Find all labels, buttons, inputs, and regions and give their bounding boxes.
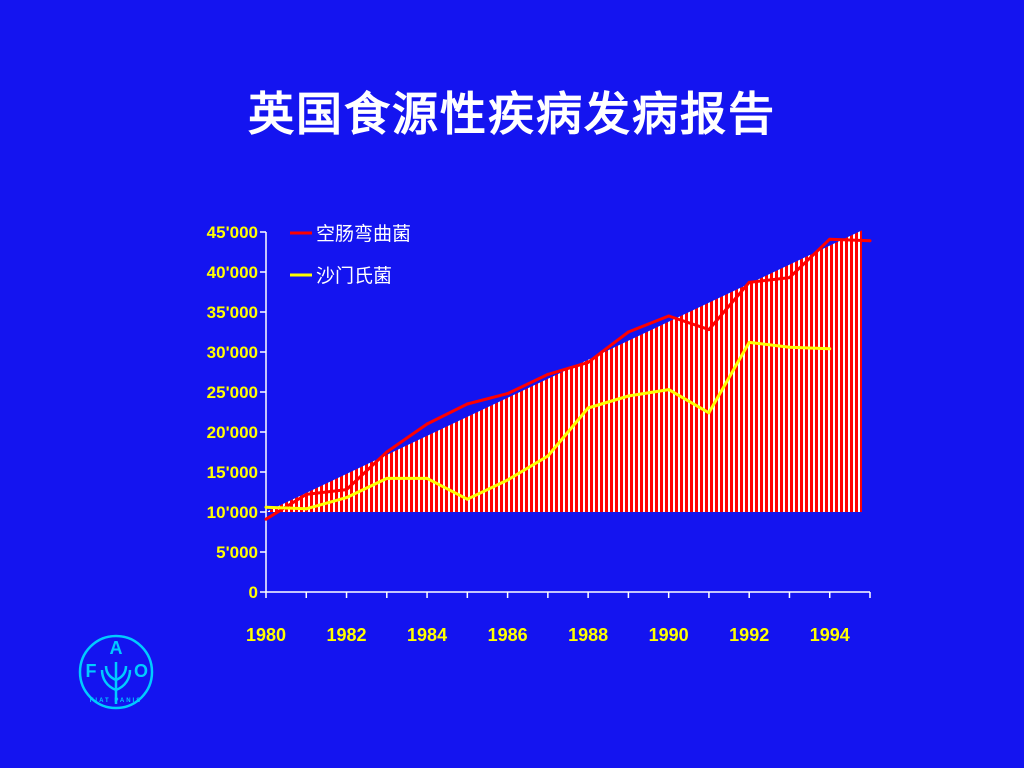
series-1-point	[626, 330, 630, 334]
series-1-point	[868, 239, 872, 243]
series-2-point	[546, 454, 550, 458]
logo-letter: O	[134, 661, 148, 681]
axes: 0 5'000 10'000 15'000 20'000 25'000 30'000 35'0…	[207, 223, 871, 645]
series-2-point	[787, 345, 791, 349]
series-1-point	[787, 276, 791, 280]
series-2-point	[667, 388, 671, 392]
x-tick-label: 1994	[810, 625, 850, 645]
y-tick-label: 5'000	[216, 543, 258, 562]
y-tick-label: 0	[249, 583, 258, 602]
series-1-point	[546, 372, 550, 376]
y-tick-label: 25'000	[207, 383, 258, 402]
series-1-point	[506, 392, 510, 396]
logo-letter: A	[110, 638, 123, 658]
series-2-point	[304, 507, 308, 511]
x-tick-label: 1984	[407, 625, 447, 645]
x-tick-label: 1990	[649, 625, 689, 645]
series-1-point	[465, 402, 469, 406]
series-1-point	[828, 237, 832, 241]
y-tick-label: 40'000	[207, 263, 258, 282]
series-2-point	[264, 505, 268, 509]
x-tick-label: 1988	[568, 625, 608, 645]
series-1-point	[304, 492, 308, 496]
legend-label: 沙门氏菌	[316, 265, 392, 287]
y-tick-label: 45'000	[207, 223, 258, 242]
logo-letter: F	[86, 661, 97, 681]
series-2-point	[465, 497, 469, 501]
series-2-point	[345, 496, 349, 500]
legend-label: 空肠弯曲菌	[316, 223, 411, 245]
trend-area	[266, 230, 862, 512]
logo-motto: FIAT PANIS	[90, 698, 142, 704]
series-2-point	[828, 347, 832, 351]
series-layer	[264, 237, 872, 521]
series-2-point	[425, 476, 429, 480]
x-tick-label: 1992	[729, 625, 769, 645]
series-1-point	[586, 360, 590, 364]
y-tick-label: 35'000	[207, 303, 258, 322]
fao-logo-icon: F A O FIAT PANIS	[78, 634, 154, 710]
series-1-point	[707, 328, 711, 332]
series-2-point	[626, 394, 630, 398]
series-2-point	[747, 340, 751, 344]
series-2-point	[385, 476, 389, 480]
series-line-1	[265, 237, 871, 521]
x-tick-label: 1980	[246, 625, 286, 645]
series-2-point	[707, 411, 711, 415]
trend-area-layer	[266, 230, 862, 512]
series-1-point	[747, 280, 751, 284]
series-1-point	[345, 488, 349, 492]
y-tick-label: 30'000	[207, 343, 258, 362]
y-tick-label: 20'000	[207, 423, 258, 442]
slide-title: 英国食源性疾病发病报告	[248, 87, 776, 141]
series-2-point	[506, 478, 510, 482]
series-1-point	[385, 450, 389, 454]
x-tick-label: 1982	[327, 625, 367, 645]
series-1-point	[264, 517, 268, 521]
series-1-point	[667, 314, 671, 318]
series-2-point	[586, 406, 590, 410]
y-tick-label: 15'000	[207, 463, 258, 482]
x-tick-label: 1986	[488, 625, 528, 645]
y-tick-label: 10'000	[207, 503, 258, 522]
series-1-point	[425, 422, 429, 426]
